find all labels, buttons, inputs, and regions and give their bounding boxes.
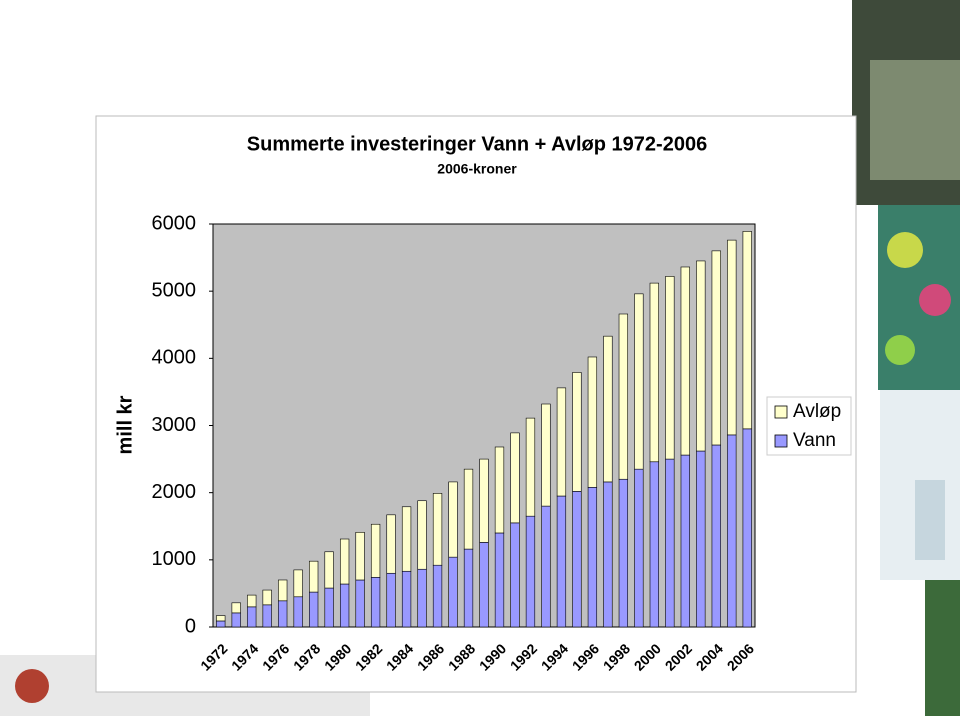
y-axis-label: mill kr	[114, 395, 136, 454]
bar-segment	[293, 569, 303, 598]
bar-segment	[324, 551, 334, 589]
bar-segment	[680, 266, 690, 456]
bar-segment	[742, 428, 752, 628]
bar-segment	[494, 532, 505, 628]
bar-segment	[525, 515, 536, 628]
bar-segment	[618, 478, 629, 628]
y-tick-label: 6000	[152, 212, 197, 234]
bar-segment	[278, 579, 288, 602]
bar-segment	[231, 612, 241, 628]
bar-segment	[680, 454, 690, 628]
y-tick-label: 1000	[152, 548, 197, 570]
bar-segment	[649, 461, 659, 628]
bar-segment	[401, 570, 412, 628]
bar-segment	[587, 486, 598, 628]
chart-subtitle: 2006-kroner	[437, 161, 517, 177]
bar-segment	[727, 434, 737, 628]
bar-segment	[309, 591, 319, 628]
bar-segment	[556, 495, 567, 628]
bar-segment	[711, 250, 721, 446]
bar-segment	[448, 556, 458, 628]
bar-segment	[479, 542, 489, 628]
bar-segment	[525, 417, 536, 517]
bar-segment	[247, 606, 257, 628]
bar-segment	[417, 568, 427, 628]
bar-segment	[339, 583, 350, 628]
bar-segment	[494, 446, 505, 534]
bar-segment	[386, 514, 396, 574]
bar-segment	[309, 560, 319, 593]
bar-segment	[727, 239, 737, 436]
bar-segment	[479, 458, 489, 543]
bar-segment	[216, 615, 226, 622]
bar-segment	[649, 282, 659, 463]
bar-segment	[262, 604, 272, 628]
bar-segment	[665, 458, 675, 628]
bar-segment	[417, 500, 427, 570]
bar-segment	[541, 403, 551, 507]
bar-segment	[247, 594, 257, 608]
bar-segment	[401, 506, 412, 572]
bar-segment	[587, 356, 598, 488]
bar-segment	[432, 493, 443, 566]
bar-segment	[463, 548, 474, 628]
bar-segment	[463, 468, 474, 550]
bar-segment	[355, 531, 365, 581]
bar-segment	[448, 481, 458, 558]
legend-swatch	[774, 434, 788, 448]
bar-segment	[665, 276, 675, 460]
bar-segment	[216, 620, 226, 628]
bar-segment	[634, 468, 644, 628]
bar-segment	[696, 450, 706, 628]
bar-segment	[618, 313, 629, 480]
y-tick-label: 2000	[152, 481, 197, 503]
bar-segment	[742, 231, 752, 430]
y-tick-label: 5000	[152, 279, 197, 301]
bar-segment	[370, 576, 381, 628]
bar-segment	[510, 432, 520, 524]
bar-segment	[231, 602, 241, 614]
bar-segment	[339, 538, 350, 585]
y-tick-label: 3000	[152, 414, 197, 436]
bar-segment	[711, 444, 721, 628]
bar-segment	[572, 372, 582, 492]
legend-swatch	[774, 405, 788, 419]
bar-segment	[278, 600, 288, 628]
y-tick-label: 4000	[152, 347, 197, 369]
bar-segment	[634, 293, 644, 470]
legend-label: Avløp	[793, 401, 841, 422]
y-tick-label: 0	[185, 615, 196, 637]
bar-segment	[355, 579, 365, 628]
bar-segment	[696, 260, 706, 452]
bar-segment	[603, 481, 613, 628]
bar-segment	[293, 596, 303, 628]
bar-segment	[262, 589, 272, 606]
bar-segment	[603, 335, 613, 483]
chart-title: Summerte investeringer Vann + Avløp 1972…	[247, 133, 707, 155]
bar-segment	[432, 564, 443, 628]
bar-segment	[370, 523, 381, 578]
bar-segment	[324, 587, 334, 628]
legend-label: Vann	[793, 430, 836, 451]
bar-segment	[386, 572, 396, 628]
bar-segment	[572, 491, 582, 628]
bar-segment	[541, 505, 551, 628]
bar-segment	[556, 387, 567, 497]
bar-segment	[510, 522, 520, 628]
